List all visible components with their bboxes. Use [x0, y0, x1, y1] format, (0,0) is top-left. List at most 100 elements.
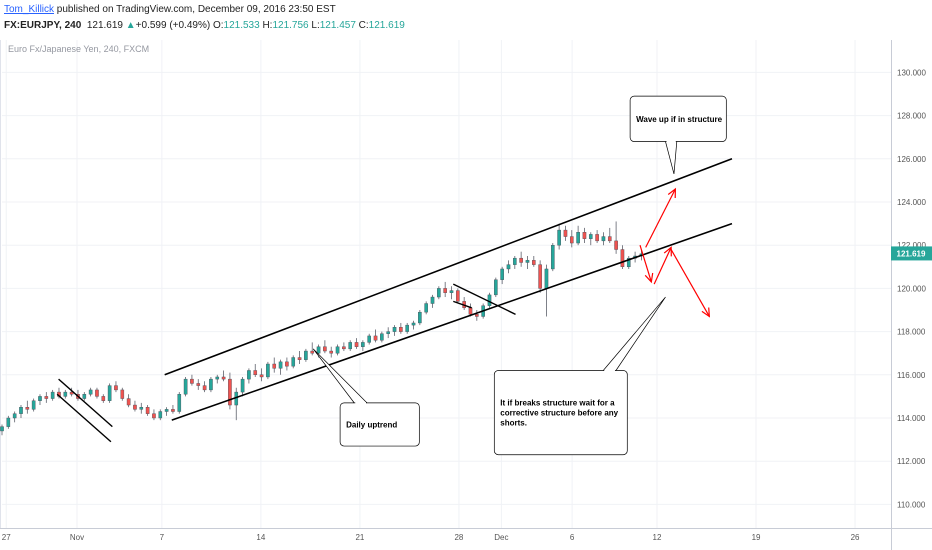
y-tick-label: 116.000: [897, 371, 926, 380]
candle-body: [272, 363, 277, 369]
flag-line: [453, 300, 472, 309]
candle-body: [190, 378, 194, 384]
candle-body: [405, 324, 409, 332]
last-price-text: 121.619: [897, 249, 926, 258]
x-tick-label: 6: [570, 533, 575, 542]
candle-body: [107, 385, 112, 401]
time-axis[interactable]: 27 Nov 7 14 21 28 Dec 6 12 19 26: [2, 533, 860, 542]
candlestick-chart[interactable]: Euro Fx/Japanese Yen, 240, FXCM 110.0001…: [0, 40, 932, 550]
candle-body: [266, 363, 270, 378]
candle-body: [247, 370, 251, 380]
candle-body: [468, 307, 473, 315]
low-value: 121.457: [319, 20, 356, 31]
price-axis[interactable]: 110.000 112.000 114.000 116.000 118.000 120.0…: [897, 68, 926, 509]
y-tick-label: 128.000: [897, 112, 926, 121]
candle-body: [291, 357, 296, 367]
arrow-head: [663, 246, 672, 257]
x-tick-label: 14: [256, 533, 265, 542]
candle-body: [456, 290, 460, 302]
candle-body: [126, 398, 131, 406]
candle-body: [563, 229, 568, 237]
candle-body: [569, 236, 574, 244]
callout-text: Daily uptrend: [346, 420, 397, 429]
candle-body: [196, 383, 201, 386]
candle-body: [329, 350, 334, 354]
y-tick-label: 130.000: [897, 68, 926, 77]
projection-arrow: [639, 245, 652, 283]
candle-body: [82, 394, 87, 399]
candle-body: [494, 279, 498, 296]
candle-body: [215, 376, 220, 380]
candle-body: [209, 378, 213, 391]
chart-background: [0, 40, 932, 550]
chart-header: Tom_Killick published on TradingView.com…: [0, 0, 932, 41]
flag-line: [58, 378, 113, 428]
publish-info: Tom_Killick published on TradingView.com…: [4, 4, 336, 15]
candle-body: [202, 385, 207, 391]
channel-upper-line: [164, 158, 733, 376]
publish-text: published on TradingView.com, December 0…: [56, 4, 336, 15]
projection-arrow: [670, 249, 710, 317]
candle-body: [304, 350, 308, 360]
candle-body: [348, 342, 353, 350]
candle-body: [323, 346, 327, 352]
candle-body: [0, 426, 4, 432]
candle-body: [367, 335, 371, 343]
candles: [0, 221, 644, 436]
candle-body: [475, 314, 479, 317]
candle-body: [614, 240, 618, 250]
candle-body: [519, 257, 523, 263]
projection-arrow: [653, 247, 672, 285]
candle-body: [411, 322, 416, 326]
candle-body: [171, 409, 175, 412]
candle-body: [19, 407, 23, 414]
candle-body: [177, 394, 182, 412]
callouts: Wave up if in structure Daily uptrend It i…: [312, 95, 727, 456]
arrow-head: [644, 272, 654, 284]
candle-body: [278, 361, 283, 369]
candle-body: [12, 413, 17, 419]
candle-body: [607, 236, 612, 242]
candle-body: [443, 288, 447, 293]
candle-body: [620, 249, 625, 268]
x-tick-label: 7: [160, 533, 165, 542]
candle-body: [380, 333, 384, 341]
candle-body: [50, 391, 55, 399]
candle-body: [354, 342, 359, 347]
candle-body: [114, 385, 118, 391]
close-value: 121.619: [368, 20, 405, 31]
x-tick-label: 19: [752, 533, 761, 542]
drawings: [56, 158, 733, 443]
x-tick-label: 27: [2, 533, 11, 542]
candle-body: [373, 335, 378, 341]
candle-body: [158, 411, 163, 419]
candle-body: [240, 378, 245, 393]
candle-body: [164, 409, 169, 412]
candle-body: [626, 257, 631, 268]
y-tick-label: 114.000: [897, 414, 926, 423]
candle-body: [335, 346, 340, 354]
author-link[interactable]: Tom_Killick: [4, 4, 55, 15]
candle-body: [506, 264, 511, 270]
projection-arrow: [645, 188, 676, 248]
high-value: 121.756: [272, 20, 309, 31]
candle-body: [557, 229, 561, 246]
price-change: +0.599 (+0.49%): [135, 20, 211, 31]
candle-body: [487, 294, 492, 306]
candle-body: [152, 413, 156, 419]
y-tick-label: 118.000: [897, 328, 926, 337]
candle-body: [38, 396, 42, 401]
x-tick-label: 21: [355, 533, 364, 542]
candle-body: [133, 404, 137, 410]
candle-body: [437, 288, 441, 298]
x-tick-label: Dec: [494, 533, 508, 542]
close-label: C:: [358, 20, 369, 31]
callout-box: [493, 370, 628, 456]
callout-text: shorts.: [500, 419, 527, 428]
candle-body: [500, 268, 504, 280]
candle-body: [513, 257, 517, 265]
candle-body: [69, 391, 74, 395]
candle-body: [183, 378, 188, 395]
channel-lower-line: [171, 222, 733, 421]
y-tick-label: 124.000: [897, 198, 926, 207]
